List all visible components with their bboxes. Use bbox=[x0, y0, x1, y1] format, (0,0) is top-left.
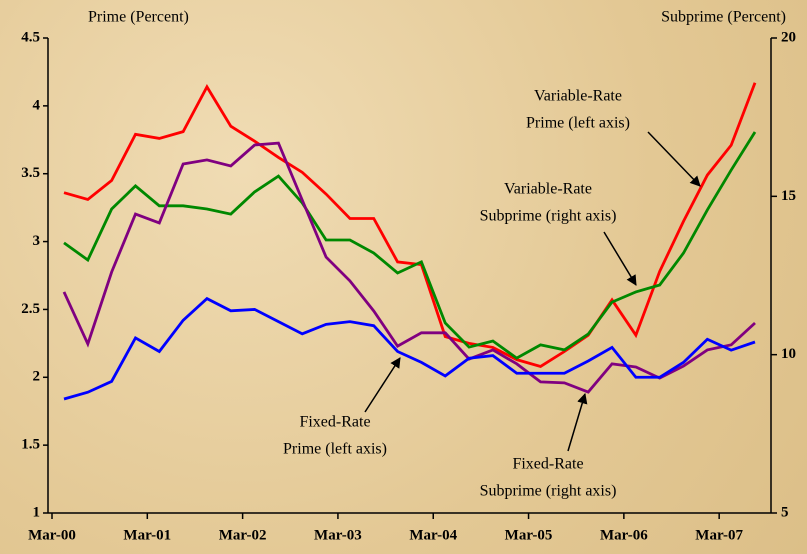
y-tick-label: 3 bbox=[33, 233, 41, 249]
annotation-arrow bbox=[364, 357, 401, 413]
y-axis-label: Prime (Percent) bbox=[88, 9, 189, 26]
annotation-arrow bbox=[647, 131, 701, 187]
y-tick-label: 2 bbox=[33, 369, 41, 385]
x-tick-label: Mar-02 bbox=[219, 527, 267, 543]
x-tick-label: Mar-01 bbox=[123, 527, 171, 543]
y-tick-label: 1.5 bbox=[21, 437, 40, 453]
annotation-arrow bbox=[603, 231, 637, 286]
annotation: Prime (left axis) bbox=[526, 115, 630, 132]
y-tick-label: 4 bbox=[33, 97, 41, 113]
x-tick-label: Mar-00 bbox=[28, 527, 76, 543]
annotation: Variable-Rate bbox=[504, 181, 592, 198]
x-tick-label: Mar-07 bbox=[695, 527, 743, 543]
y-tick-label: 2.5 bbox=[21, 301, 40, 317]
series-line bbox=[63, 296, 756, 401]
x-tick-label: Mar-03 bbox=[314, 527, 362, 543]
annotation: Variable-Rate bbox=[534, 88, 622, 105]
y2-tick-label: 15 bbox=[781, 188, 796, 204]
y2-tick-label: 20 bbox=[781, 29, 796, 45]
y2-tick-label: 10 bbox=[781, 346, 796, 362]
y-tick-label: 4.5 bbox=[21, 29, 40, 45]
y2-tick-label: 5 bbox=[781, 504, 789, 520]
y2-axis-label: Subprime (Percent) bbox=[661, 9, 786, 26]
y-tick-label: 1 bbox=[33, 504, 41, 520]
series-line bbox=[62, 141, 756, 394]
annotation: Subprime (right axis) bbox=[480, 208, 617, 225]
x-tick-label: Mar-06 bbox=[600, 527, 648, 543]
annotation: Prime (left axis) bbox=[283, 441, 387, 458]
x-tick-label: Mar-04 bbox=[409, 527, 457, 543]
series-line bbox=[63, 131, 757, 360]
annotation: Fixed-Rate bbox=[299, 414, 370, 431]
x-tick-label: Mar-05 bbox=[505, 527, 553, 543]
y-tick-label: 3.5 bbox=[21, 165, 40, 181]
annotation-arrow bbox=[567, 392, 588, 452]
annotation: Subprime (right axis) bbox=[480, 483, 617, 500]
annotation: Fixed-Rate bbox=[512, 456, 583, 473]
series-line bbox=[63, 82, 757, 368]
